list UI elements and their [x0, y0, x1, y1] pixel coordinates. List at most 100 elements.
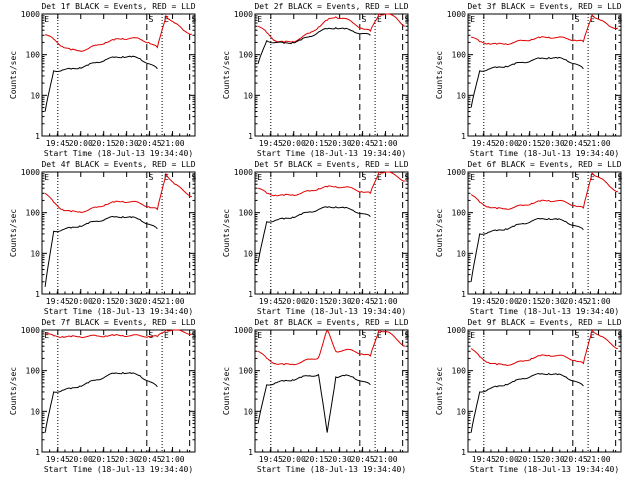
region-marker-label: E [377, 15, 382, 24]
y-tick-label: 10 [243, 407, 253, 416]
x-tick-label: 20:45 [351, 455, 375, 464]
y-tick-label: 1000 [234, 326, 253, 335]
panel-title: Det 4f BLACK = Events, RED = LLD [41, 160, 195, 169]
region-marker-label: S [575, 15, 580, 24]
y-tick-label: 100 [239, 209, 254, 218]
region-marker-label: E [257, 331, 262, 340]
y-tick-label: 1000 [21, 326, 40, 335]
region-marker-label: S [617, 331, 622, 340]
x-axis-label: Start Time (18-Jul-13 19:34:40) [470, 465, 619, 474]
x-tick-label: 19:45 [46, 297, 70, 306]
y-axis-label: Counts/sec [9, 51, 18, 99]
y-axis-label: Counts/sec [9, 367, 18, 415]
y-tick-label: 1 [461, 448, 466, 457]
x-tick-label: 20:30 [115, 455, 139, 464]
plot-frame [41, 13, 196, 137]
x-axis-label: Start Time (18-Jul-13 19:34:40) [470, 149, 619, 158]
x-tick-label: 20:30 [328, 297, 352, 306]
series-events-line [470, 217, 584, 282]
series-events-line [257, 206, 371, 263]
x-tick-label: 21:00 [161, 139, 185, 148]
panel-det-8f: Det 8f BLACK = Events, RED = LLD 1 10 100 10… [222, 318, 409, 474]
region-marker-label: E [257, 15, 262, 24]
x-tick-label: 19:45 [472, 297, 496, 306]
x-tick-label: 20:15 [92, 455, 116, 464]
panel-det-3f: Det 3f BLACK = Events, RED = LLD 1 10 100 10… [435, 2, 622, 158]
y-tick-label: 1 [35, 448, 40, 457]
panel-title: Det 6f BLACK = Events, RED = LLD [467, 160, 621, 169]
panel-title: Det 9f BLACK = Events, RED = LLD [467, 318, 621, 327]
y-tick-label: 100 [452, 209, 467, 218]
y-tick-label: 1 [35, 290, 40, 299]
x-tick-label: 21:00 [587, 455, 611, 464]
series-lld-line [44, 172, 192, 214]
y-axis-label: Counts/sec [435, 209, 444, 257]
x-tick-label: 20:00 [282, 139, 306, 148]
y-tick-label: 1 [248, 290, 253, 299]
plot-frame [254, 171, 409, 295]
panel-title: Det 3f BLACK = Events, RED = LLD [467, 2, 621, 11]
y-tick-label: 10 [243, 249, 253, 258]
y-tick-label: 1 [461, 132, 466, 141]
region-marker-label: S [362, 15, 367, 24]
series-lld-line [470, 328, 618, 367]
series-lld-line [257, 328, 406, 366]
x-tick-label: 20:30 [115, 297, 139, 306]
region-marker-label: E [164, 173, 169, 182]
region-marker-label: E [257, 173, 262, 182]
x-tick-label: 20:00 [282, 455, 306, 464]
panel-det-4f: Det 4f BLACK = Events, RED = LLD 1 10 100 10… [9, 160, 196, 316]
x-tick-label: 20:30 [541, 139, 565, 148]
series-events-line [470, 372, 584, 433]
x-tick-label: 20:00 [69, 455, 93, 464]
x-axis-label: Start Time (18-Jul-13 19:34:40) [44, 465, 193, 474]
region-marker-label: S [617, 15, 622, 24]
region-marker-label: E [164, 331, 169, 340]
panel-det-2f: Det 2f BLACK = Events, RED = LLD 1 10 100 10… [222, 2, 409, 158]
x-tick-label: 21:00 [374, 139, 398, 148]
series-events-line [44, 55, 158, 112]
series-lld-line [257, 171, 405, 197]
x-axis-label: Start Time (18-Jul-13 19:34:40) [257, 465, 406, 474]
x-tick-label: 20:45 [351, 139, 375, 148]
plot-frame [41, 171, 196, 295]
x-tick-label: 20:45 [138, 139, 162, 148]
region-marker-label: E [590, 15, 595, 24]
series-lld-line [44, 14, 193, 52]
region-marker-label: S [362, 331, 367, 340]
x-tick-label: 21:00 [587, 139, 611, 148]
x-tick-label: 20:30 [115, 139, 139, 148]
y-tick-label: 1000 [234, 10, 253, 19]
plot-frame [467, 171, 622, 295]
series-lld-line [45, 329, 193, 339]
y-tick-label: 10 [30, 407, 40, 416]
x-tick-label: 20:15 [305, 297, 329, 306]
x-tick-label: 19:45 [259, 139, 283, 148]
y-tick-label: 1000 [234, 168, 253, 177]
region-marker-label: S [149, 15, 154, 24]
panel-title: Det 5f BLACK = Events, RED = LLD [254, 160, 408, 169]
x-tick-label: 19:45 [472, 139, 496, 148]
y-tick-label: 1 [461, 290, 466, 299]
panel-det-5f: Det 5f BLACK = Events, RED = LLD 1 10 100 10… [222, 160, 409, 316]
y-tick-label: 100 [452, 51, 467, 60]
x-axis-label: Start Time (18-Jul-13 19:34:40) [44, 149, 193, 158]
y-tick-label: 10 [30, 91, 40, 100]
region-marker-label: S [191, 331, 196, 340]
y-tick-label: 100 [239, 367, 254, 376]
x-tick-label: 20:00 [495, 455, 519, 464]
x-tick-label: 19:45 [259, 455, 283, 464]
x-tick-label: 20:00 [69, 297, 93, 306]
x-tick-label: 20:00 [282, 297, 306, 306]
x-tick-label: 20:15 [518, 455, 542, 464]
region-marker-label: S [362, 173, 367, 182]
y-axis-label: Counts/sec [435, 367, 444, 415]
y-tick-label: 100 [26, 367, 41, 376]
region-marker-label: E [44, 173, 49, 182]
x-tick-label: 20:45 [564, 139, 588, 148]
y-axis-label: Counts/sec [435, 51, 444, 99]
plot-frame [254, 329, 409, 453]
series-lld-line [470, 13, 619, 46]
x-tick-label: 20:45 [138, 297, 162, 306]
